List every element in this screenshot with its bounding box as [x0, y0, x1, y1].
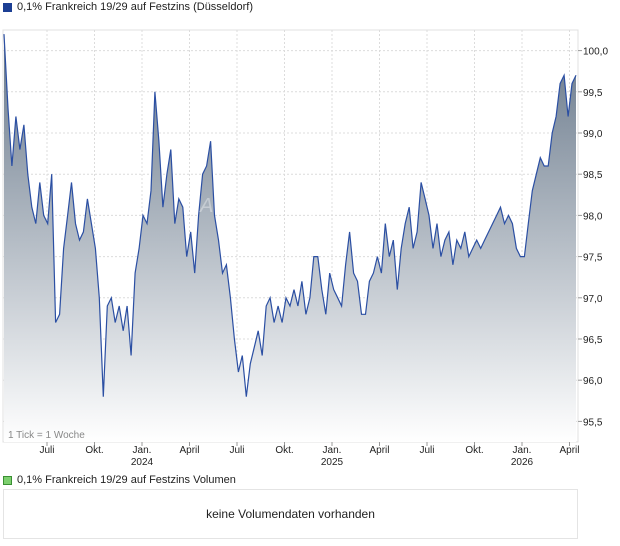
- watermark: AKTIEN CHECK: [199, 195, 372, 247]
- y-tick-label: 99,5: [583, 88, 603, 99]
- y-tick-label: 95,5: [583, 417, 603, 428]
- y-tick-label: 100,0: [583, 47, 608, 58]
- x-tick-label: Jan.: [133, 445, 152, 456]
- volume-legend-label: 0,1% Frankreich 19/29 auf Festzins Volum…: [17, 474, 236, 486]
- x-year-label: 2026: [511, 457, 534, 468]
- watermark-text: AKTIEN CHECK: [199, 195, 372, 217]
- x-tick-label: Juli: [39, 445, 54, 456]
- volume-series-swatch: [3, 475, 12, 485]
- y-tick-label: 97,0: [583, 294, 603, 305]
- price-legend: 0,1% Frankreich 19/29 auf Festzins (Düss…: [3, 0, 253, 14]
- y-tick-label: 96,5: [583, 335, 603, 346]
- price-area: [4, 34, 576, 442]
- y-tick-label: 96,0: [583, 376, 603, 387]
- volume-chart: keine Volumendaten vorhanden: [3, 489, 578, 539]
- x-year-label: 2025: [321, 457, 344, 468]
- price-chart: AKTIEN CHECK 100,0 99,5 99,0 98,5 98,0 97,5 97…: [2, 29, 608, 468]
- volume-empty-message: keine Volumendaten vorhanden: [206, 507, 375, 521]
- y-tick-label: 99,0: [583, 129, 603, 140]
- x-tick-label: Juli: [229, 445, 244, 456]
- x-tick-label: Okt.: [85, 445, 103, 456]
- y-tick-label: 98,5: [583, 170, 603, 181]
- price-series-swatch: [3, 2, 12, 12]
- volume-legend: 0,1% Frankreich 19/29 auf Festzins Volum…: [3, 473, 236, 487]
- x-tick-label: Jan.: [513, 445, 532, 456]
- x-tick-label: April: [559, 445, 579, 456]
- tick-interval-note: 1 Tick = 1 Woche: [8, 430, 85, 441]
- x-tick-label: Okt.: [275, 445, 293, 456]
- price-legend-label: 0,1% Frankreich 19/29 auf Festzins (Düss…: [17, 1, 253, 13]
- y-tick-label: 98,0: [583, 211, 603, 222]
- price-line: [3, 34, 577, 397]
- x-year-label: 2024: [131, 457, 154, 468]
- x-tick-label: Juli: [419, 445, 434, 456]
- x-tick-label: Okt.: [465, 445, 483, 456]
- y-axis: 100,0 99,5 99,0 98,5 98,0 97,5 97,0 96,5 96,0 95,…: [578, 47, 608, 428]
- x-tick-label: April: [179, 445, 199, 456]
- x-tick-label: Jan.: [323, 445, 342, 456]
- y-tick-label: 97,5: [583, 253, 603, 264]
- x-tick-label: April: [369, 445, 389, 456]
